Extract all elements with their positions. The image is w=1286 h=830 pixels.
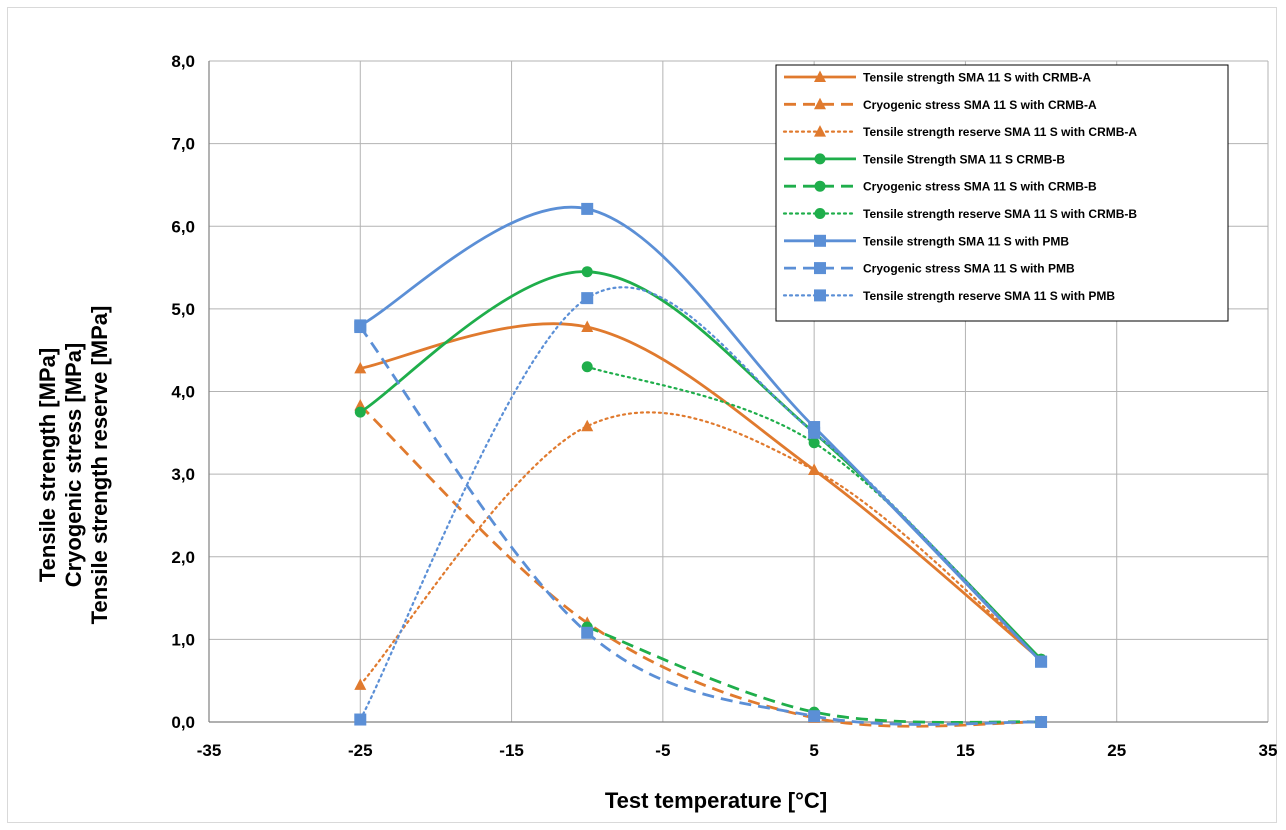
y-tick-label: 3,0	[171, 465, 195, 484]
legend-marker	[814, 262, 826, 275]
x-tick-label: -25	[348, 741, 373, 760]
legend-label: Cryogenic stress SMA 11 S with CRMB-A	[863, 98, 1097, 112]
series-line	[359, 270, 1043, 661]
data-point	[354, 406, 366, 418]
legend-label: Tensile strength SMA 11 S with PMB	[863, 234, 1069, 248]
data-point	[581, 292, 594, 305]
data-point	[1035, 655, 1048, 668]
y-tick-label: 6,0	[171, 217, 195, 236]
axes	[208, 61, 1268, 723]
legend-item: Tensile strength SMA 11 S with CRMB-A	[784, 70, 1091, 85]
y-tick-label: 7,0	[171, 135, 195, 154]
y-axis-title-line-1: Tensile strength [MPa]	[35, 348, 60, 582]
data-point	[354, 713, 367, 726]
legend: Tensile strength SMA 11 S with CRMB-A Cry…	[775, 64, 1229, 322]
series-line	[359, 286, 1043, 721]
y-axis-title: Tensile strength [MPa] Cryogenic stress …	[35, 306, 112, 625]
legend-label: Tensile strength reserve SMA 11 S with C…	[863, 207, 1137, 221]
series-line	[359, 411, 1043, 686]
y-tick-label: 1,0	[171, 630, 195, 649]
data-point	[581, 361, 593, 373]
legend-item: Tensile strength reserve SMA 11 S with C…	[782, 207, 1137, 221]
data-point	[808, 463, 821, 475]
series-layer	[354, 202, 1048, 728]
series-line	[359, 205, 1043, 663]
data-point	[581, 320, 594, 333]
legend-marker	[814, 234, 826, 247]
y-axis-title-line-2: Cryogenic stress [MPa]	[61, 343, 86, 588]
legend-item: Tensile Strength SMA 11 S CRMB-B	[784, 152, 1065, 166]
data-point	[354, 361, 367, 374]
data-point	[581, 626, 594, 639]
data-point	[1035, 716, 1048, 728]
legend-marker	[814, 208, 826, 219]
series-3	[354, 411, 1048, 690]
data-point	[808, 710, 821, 723]
legend-item: Tensile strength SMA 11 S with PMB	[784, 234, 1069, 248]
data-point	[808, 426, 821, 439]
legend-label: Tensile strength reserve SMA 11 S with P…	[863, 289, 1115, 303]
tick-labels: -35 -25 -15 -5 5 15 25 35 0,0 1,0 2,0 3,0 4,0 5,0 6,0 7…	[171, 52, 1277, 760]
legend-item: Tensile strength reserve SMA 11 S with C…	[782, 125, 1137, 139]
x-tick-label: 25	[1107, 741, 1126, 760]
series-9	[354, 286, 1048, 726]
series-line	[586, 625, 1042, 724]
series-line	[359, 404, 1042, 728]
data-point	[354, 678, 367, 690]
legend-item: Cryogenic stress SMA 11 S with CRMB-B	[784, 180, 1097, 194]
series-2	[354, 399, 1048, 728]
data-point	[581, 202, 594, 215]
x-tick-label: 15	[956, 741, 975, 760]
series-line	[360, 322, 1042, 662]
legend-marker	[814, 125, 826, 137]
x-axis-title: Test temperature [°C]	[605, 788, 827, 813]
legend-marker	[814, 70, 826, 82]
y-tick-label: 4,0	[171, 383, 195, 402]
legend-label: Tensile strength reserve SMA 11 S with C…	[863, 125, 1137, 139]
data-point	[581, 419, 594, 432]
legend-label: Tensile Strength SMA 11 S CRMB-B	[863, 152, 1065, 166]
legend-item: Cryogenic stress SMA 11 S with PMB	[784, 262, 1075, 276]
y-axis-title-line-3: Tensile strength reserve [MPa]	[87, 306, 112, 625]
legend-marker	[814, 180, 826, 192]
legend-marker	[814, 289, 826, 302]
legend-label: Tensile strength SMA 11 S with CRMB-A	[863, 71, 1091, 85]
series-8	[354, 321, 1048, 728]
legend-marker	[814, 97, 826, 110]
y-tick-label: 2,0	[171, 548, 195, 567]
legend-label: Cryogenic stress SMA 11 S with PMB	[863, 262, 1075, 276]
series-1	[354, 320, 1048, 666]
x-tick-label: -15	[499, 741, 524, 760]
x-tick-label: 5	[809, 741, 818, 760]
legend-marker	[814, 153, 826, 165]
data-point	[354, 321, 367, 334]
y-tick-label: 8,0	[171, 52, 195, 71]
series-line	[359, 326, 1042, 726]
legend-label: Cryogenic stress SMA 11 S with CRMB-B	[863, 180, 1097, 194]
x-tick-label: -5	[655, 741, 670, 760]
legend-box	[775, 64, 1229, 322]
data-point	[581, 266, 593, 278]
data-point	[808, 437, 820, 449]
x-tick-label: -35	[197, 741, 222, 760]
y-tick-label: 5,0	[171, 300, 195, 319]
legend-item: Tensile strength reserve SMA 11 S with P…	[782, 289, 1115, 303]
legend-item: Cryogenic stress SMA 11 S with CRMB-A	[784, 97, 1097, 112]
y-tick-label: 0,0	[171, 713, 195, 732]
x-tick-label: 35	[1259, 741, 1278, 760]
